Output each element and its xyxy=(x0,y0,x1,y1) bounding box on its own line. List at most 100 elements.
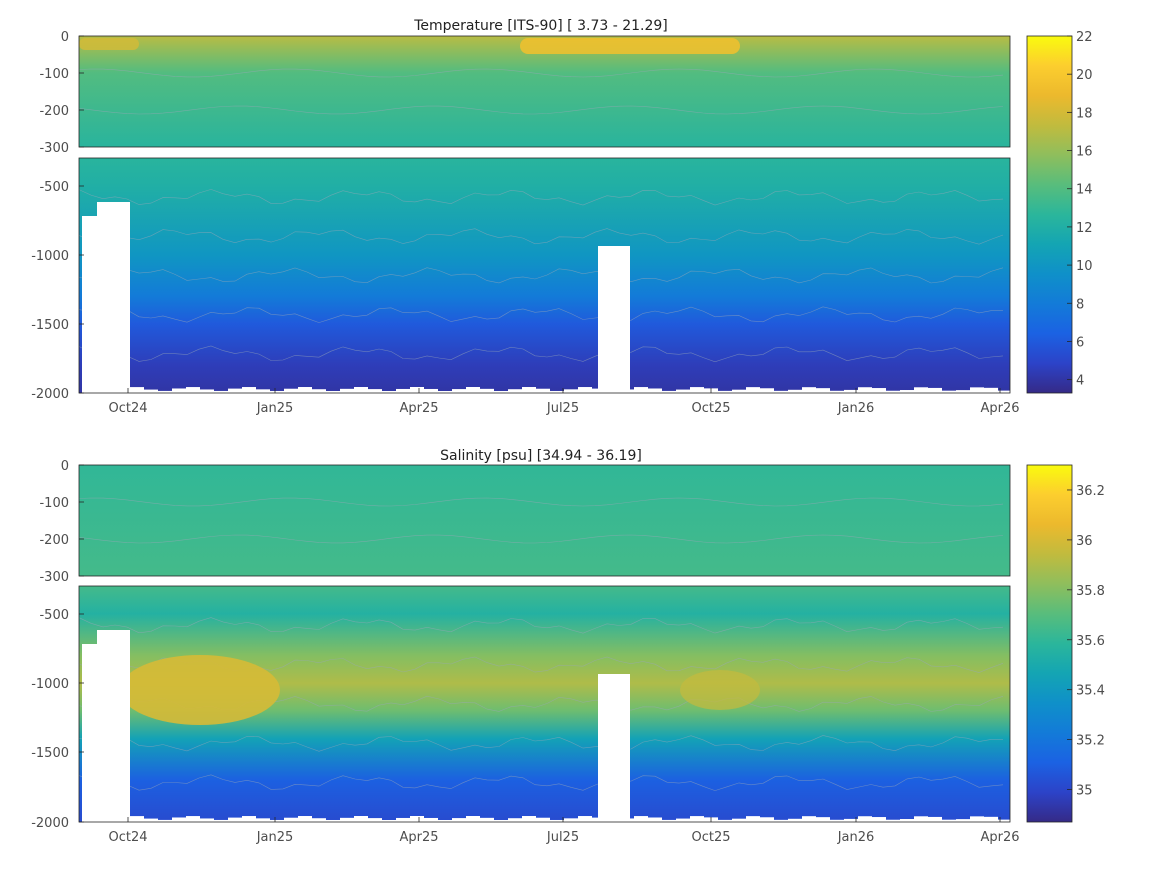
no-data-bottom xyxy=(480,817,494,822)
no-data-bottom xyxy=(816,388,830,393)
no-data-bottom xyxy=(424,388,438,393)
no-data-bottom xyxy=(214,819,228,822)
no-data-bottom xyxy=(606,390,620,393)
colorbar-tick-label: 35.8 xyxy=(1076,584,1105,599)
colorbar-tick-label: 4 xyxy=(1076,374,1084,389)
no-data-bottom xyxy=(760,817,774,822)
x-tick-label: Jul25 xyxy=(546,401,579,416)
no-data-bottom xyxy=(452,389,466,393)
no-data-bottom xyxy=(690,816,704,822)
no-data-bottom xyxy=(718,819,732,822)
no-data-bottom xyxy=(634,816,648,822)
no-data-bottom xyxy=(760,388,774,393)
no-data-bottom xyxy=(466,816,480,822)
x-tick-label: Oct24 xyxy=(108,401,147,416)
contour-line xyxy=(78,345,1004,363)
no-data-gap xyxy=(598,674,630,823)
colorbar-tick-label: 35.2 xyxy=(1076,734,1105,749)
no-data-bottom xyxy=(172,817,186,822)
no-data-bottom xyxy=(396,817,410,822)
no-data-bottom xyxy=(368,389,382,393)
y-tick-label: -1500 xyxy=(31,318,69,333)
x-tick-label: Jan25 xyxy=(256,401,294,416)
no-data-bottom xyxy=(382,390,396,393)
y-tick-label: -1500 xyxy=(31,746,69,761)
colorbar-tick-label: 14 xyxy=(1076,183,1093,198)
x-tick-label: Jan26 xyxy=(837,830,875,845)
x-tick-label: Oct24 xyxy=(108,830,147,845)
no-data-bottom xyxy=(312,818,326,822)
no-data-bottom xyxy=(676,818,690,822)
contour-line xyxy=(78,534,1004,544)
no-data-bottom xyxy=(200,389,214,393)
no-data-bottom xyxy=(914,387,928,393)
no-data-bottom xyxy=(802,816,816,822)
no-data-bottom xyxy=(130,387,144,393)
x-tick-label: Oct25 xyxy=(691,401,730,416)
y-tick-label: -2000 xyxy=(31,387,69,402)
no-data-bottom xyxy=(284,388,298,393)
no-data-bottom xyxy=(872,388,886,393)
no-data-bottom xyxy=(172,388,186,393)
colorbar-tick-label: 36.2 xyxy=(1076,484,1105,499)
no-data-bottom xyxy=(662,819,676,822)
no-data-bottom xyxy=(326,390,340,393)
no-data-bottom xyxy=(718,390,732,393)
no-data-bottom xyxy=(214,390,228,393)
no-data-bottom xyxy=(620,389,634,393)
y-tick-label: -500 xyxy=(39,608,69,623)
panel-temperature: 0 -100 -200 -300 -500 -1000 -1500 -2000 Oct24 Jan… xyxy=(31,18,1092,416)
no-data-bottom xyxy=(942,390,956,393)
contour-line xyxy=(78,68,1004,78)
no-data-bottom xyxy=(508,389,522,393)
colorbar-tick-label: 10 xyxy=(1076,259,1093,274)
no-data-bottom xyxy=(816,817,830,822)
y-tick-label: -200 xyxy=(39,104,69,119)
no-data-bottom xyxy=(984,387,998,393)
no-data-bottom xyxy=(900,390,914,393)
no-data-bottom xyxy=(340,817,354,822)
upper-axes-frame xyxy=(78,464,1011,577)
no-data-bottom xyxy=(354,387,368,393)
no-data-bottom xyxy=(396,388,410,393)
no-data-bottom xyxy=(368,818,382,822)
x-tick-label: Apr26 xyxy=(980,401,1019,416)
no-data-bottom xyxy=(452,818,466,822)
colorbar-tick-label: 20 xyxy=(1076,68,1093,83)
no-data-bottom xyxy=(144,389,158,393)
no-data-bottom xyxy=(872,817,886,822)
contour-line xyxy=(78,735,1003,752)
lower-axes-frame xyxy=(78,157,1011,394)
no-data-bottom xyxy=(270,819,284,822)
colorbar-tick-label: 6 xyxy=(1076,335,1084,350)
no-data-gap xyxy=(598,246,630,394)
no-data-bottom xyxy=(746,387,760,393)
y-tick-label: -500 xyxy=(39,180,69,195)
colorbar-tick-label: 12 xyxy=(1076,221,1093,236)
no-data-bottom xyxy=(382,819,396,822)
warm-surface-band xyxy=(520,38,740,54)
no-data-bottom xyxy=(228,817,242,822)
no-data-bottom xyxy=(508,818,522,822)
no-data-bottom xyxy=(130,816,144,822)
no-data-bottom xyxy=(298,816,312,822)
no-data-bottom xyxy=(774,819,788,822)
no-data-bottom xyxy=(256,389,270,393)
no-data-bottom xyxy=(144,818,158,822)
no-data-bottom xyxy=(158,390,172,393)
upper-field xyxy=(79,36,1010,147)
x-tick-label: Jan26 xyxy=(837,401,875,416)
no-data-bottom xyxy=(186,387,200,393)
y-tick-label: -2000 xyxy=(31,816,69,831)
no-data-bottom xyxy=(984,816,998,822)
y-tick-label: -1000 xyxy=(31,249,69,264)
y-tick-label: -300 xyxy=(39,570,69,585)
colorbar-tick-label: 18 xyxy=(1076,106,1093,121)
no-data-bottom xyxy=(424,817,438,822)
no-data-bottom xyxy=(186,816,200,822)
y-tick-label: -100 xyxy=(39,67,69,82)
no-data-bottom xyxy=(970,387,984,393)
no-data-bottom xyxy=(914,816,928,822)
no-data-bottom xyxy=(564,389,578,393)
